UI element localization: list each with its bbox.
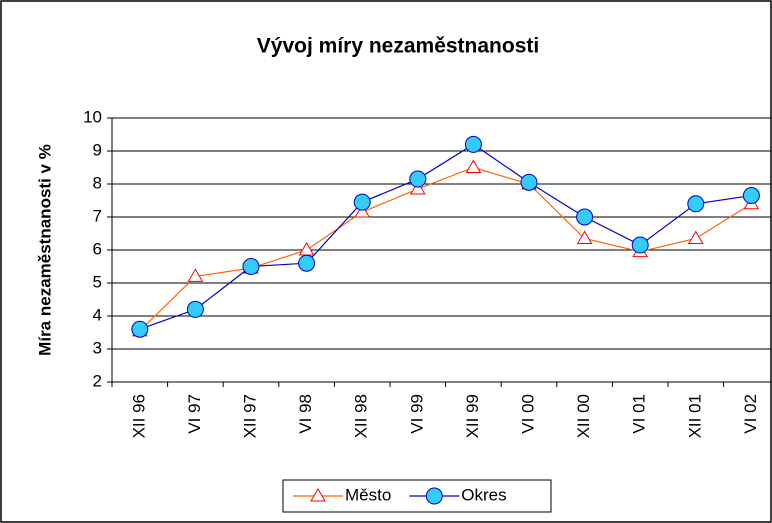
x-tick-label: VI 97 — [185, 394, 204, 434]
legend: Město Okres — [282, 479, 552, 513]
y-tick-label: 6 — [93, 239, 102, 258]
series-line — [139, 143, 752, 330]
x-tick-label: VI 01 — [630, 394, 649, 434]
marker-triangle — [409, 180, 426, 195]
x-tick-label: VI 98 — [296, 394, 315, 434]
marker-circle — [464, 135, 482, 153]
marker-triangle — [576, 230, 593, 244]
x-tick-label: XII 96 — [129, 394, 148, 438]
legend-label: Okres — [461, 485, 506, 504]
legend-marker — [310, 488, 326, 502]
marker-triangle — [187, 268, 204, 282]
x-tick-label: XII 01 — [685, 394, 704, 438]
chart-title: Vývoj míry nezaměstnanosti — [257, 35, 539, 58]
x-tick-label: XII 99 — [463, 394, 482, 438]
x-tick-label: VI 00 — [518, 394, 537, 434]
x-tick-label: XII 97 — [240, 394, 259, 438]
marker-circle — [409, 170, 427, 188]
marker-triangle — [354, 204, 371, 218]
legend-marker — [425, 487, 443, 505]
marker-circle — [687, 195, 705, 213]
y-tick-label: 10 — [83, 107, 102, 126]
marker-circle — [131, 320, 149, 338]
marker-circle — [631, 236, 649, 254]
y-tick-label: 9 — [93, 140, 102, 159]
marker-circle — [242, 258, 260, 275]
marker-circle — [520, 173, 538, 191]
marker-circle — [298, 254, 316, 272]
y-tick-label: 7 — [93, 206, 102, 225]
y-axis-label: Míra nezaměstnanosti v % — [35, 144, 54, 356]
legend-label: Město — [345, 485, 391, 504]
y-tick-label: 2 — [93, 371, 102, 390]
x-tick-label: XII 98 — [352, 394, 371, 438]
series-line — [139, 166, 752, 332]
x-tick-label: XII 00 — [574, 394, 593, 438]
marker-circle — [186, 300, 204, 318]
y-tick-label: 3 — [93, 338, 102, 357]
x-tick-label: VI 99 — [407, 394, 426, 434]
marker-triangle — [687, 230, 704, 244]
marker-triangle — [465, 159, 482, 173]
marker-circle — [353, 193, 371, 211]
y-tick-label: 4 — [93, 305, 102, 324]
marker-circle — [742, 187, 760, 205]
marker-circle — [576, 208, 594, 226]
x-tick-label: VI 02 — [741, 394, 760, 434]
y-tick-label: 5 — [93, 272, 102, 291]
y-tick-label: 8 — [93, 173, 102, 192]
